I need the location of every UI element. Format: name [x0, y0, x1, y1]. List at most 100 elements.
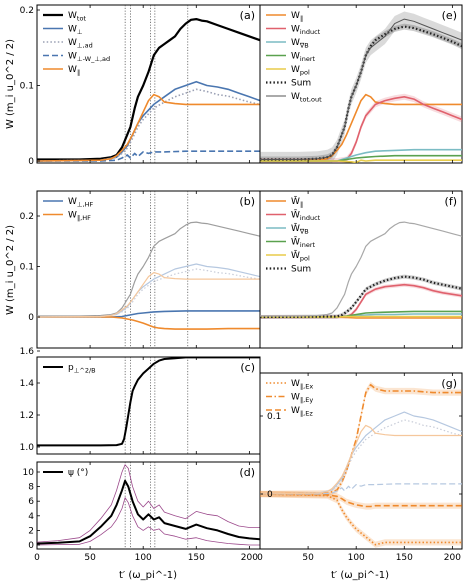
- legend-label: W̄pol: [291, 249, 310, 262]
- series-line-reference-2: [37, 497, 260, 546]
- plot-area: [260, 221, 462, 319]
- y-tick-label: 1.6: [20, 347, 35, 357]
- y-tick-label: 0.2: [20, 6, 34, 16]
- series-line-w-hf: [37, 316, 260, 330]
- x-tick-label: 200: [444, 553, 461, 563]
- legend-label: W̄∇B: [291, 222, 309, 235]
- panel-a: 0 0.1 0.2 (a) Wtot W⊥W⊥,ad W⊥-W_⊥,adW∥: [20, 4, 261, 167]
- panel-frame: [36, 461, 261, 550]
- x-tick-label: 100: [135, 553, 152, 563]
- series-line-w-: [37, 93, 260, 162]
- legend: W∥,Ex W∥,EyW∥,Ez: [266, 379, 313, 418]
- y-tick-label: 0: [267, 490, 273, 500]
- series-line-w-hf: [37, 310, 260, 318]
- series-line-reference-5: [260, 483, 462, 495]
- panel-g: 0 50 100 150 200 0 0.1 (g) W∥,Ex W∥,EyW∥,Ez: [257, 372, 463, 563]
- legend: Wtot W⊥W⊥,ad W⊥-W_⊥,adW∥: [43, 11, 110, 77]
- legend-label: Wpol: [291, 65, 310, 77]
- series-line-w-ad: [37, 88, 260, 162]
- legend-label: W⊥-W_⊥,ad: [68, 52, 110, 64]
- panel-label: (g): [441, 377, 457, 390]
- y-tick-label: 8: [28, 483, 34, 493]
- y-tick-label: 2: [28, 526, 34, 536]
- series-line-w-inert: [260, 154, 462, 162]
- legend-label: Winert: [291, 52, 316, 64]
- legend-label: W⊥,ad: [68, 38, 93, 50]
- ylabel-b: W (m_i u_0^2 / 2): [5, 225, 16, 315]
- legend-label: W∥,Ez: [291, 406, 313, 418]
- panel-label: (c): [240, 361, 255, 374]
- y-tick-label: 0: [28, 541, 34, 551]
- y-tick-label: 10: [23, 468, 35, 478]
- legend-label: W⊥,HF: [68, 197, 94, 209]
- series-line-reference-6: [260, 221, 462, 317]
- legend-label: W∇B: [291, 38, 309, 50]
- series-line-w-ey: [260, 384, 462, 495]
- series-line-w-ez: [260, 493, 462, 508]
- y-tick-label: 4: [28, 512, 34, 522]
- y-tick-label: 1.2: [20, 411, 34, 421]
- y-tick-label: 0.1: [20, 82, 34, 92]
- panel-frame: [36, 4, 261, 164]
- plot-area: [37, 5, 260, 163]
- y-tick-label: 0: [28, 157, 34, 167]
- legend-label: W̄∥: [291, 195, 303, 208]
- uncertainty-band: [260, 11, 462, 163]
- series-line-w-tot-out: [260, 18, 462, 160]
- y-tick-label: 0.2: [20, 212, 34, 222]
- legend-label: Sum: [291, 79, 311, 89]
- plot-area: [37, 191, 260, 348]
- legend-label: W∥,Ex: [291, 379, 313, 391]
- y-tick-label: 6: [28, 497, 34, 507]
- plot-area: [260, 381, 462, 548]
- series-line-w-: [260, 93, 462, 162]
- legend-label: Wtot: [68, 11, 86, 23]
- x-tick-label: 150: [188, 553, 205, 563]
- y-tick-label: 1.4: [20, 379, 35, 389]
- series-line-w-pol: [260, 315, 462, 318]
- legend-label: Winduct: [291, 25, 321, 37]
- legend-label: W∥,HF: [68, 211, 91, 223]
- legend-label: W∥,Ey: [291, 393, 313, 405]
- legend-label: Wtot,out: [291, 92, 322, 104]
- series-line-reference-5: [37, 272, 260, 318]
- xlabel-right: t′ (ω_pi^-1): [331, 570, 389, 581]
- panel-label: (e): [442, 9, 457, 22]
- y-tick-label: 0.1: [267, 412, 281, 422]
- panel-label: (b): [239, 195, 255, 208]
- series-line-reference-1: [37, 464, 260, 543]
- panel-label: (d): [239, 466, 255, 479]
- series-line-w-pol: [260, 159, 462, 163]
- series-line-w-b: [260, 148, 462, 162]
- panel-frame: [259, 4, 463, 164]
- uncertainty-band: [260, 381, 462, 498]
- series-line-reference-3: [260, 411, 462, 495]
- x-tick-label: 0: [257, 553, 263, 563]
- x-tick-label: 0: [34, 553, 40, 563]
- series-line-w-w-ad: [37, 150, 260, 162]
- y-tick-label: 0.1: [20, 263, 34, 273]
- xlabel-left: t′ (ω_pi^-1): [119, 570, 177, 581]
- panel-c: 1.0 1.2 1.4 1.6 (c) p⊥^2/B: [20, 347, 261, 455]
- legend: ψ (°): [43, 468, 88, 478]
- panel-label: (f): [445, 195, 457, 208]
- panel-frame: [259, 372, 463, 550]
- panel-frame: [36, 356, 261, 455]
- legend: p⊥^2/B: [43, 363, 96, 375]
- x-tick-label: 100: [348, 553, 365, 563]
- series-line-w-induct: [260, 96, 462, 162]
- panel-b: 0 0.1 0.2 (b) W⊥,HF W∥,HF: [20, 190, 261, 349]
- legend-label: W⊥: [68, 25, 83, 37]
- ylabel-a: W (m_i u_0^2 / 2): [5, 39, 16, 129]
- series-line-p-2-b: [37, 357, 260, 447]
- series-line--: [37, 479, 260, 545]
- y-tick-label: 0: [28, 313, 34, 323]
- x-tick-label: 150: [396, 553, 413, 563]
- legend-label: Sum: [291, 265, 311, 275]
- panel-frame: [36, 190, 261, 349]
- legend: W⊥,HF W∥,HF: [43, 197, 94, 222]
